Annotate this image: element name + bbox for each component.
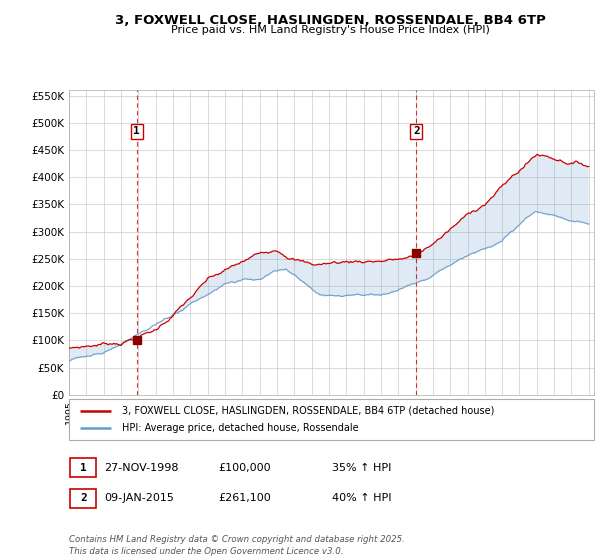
Text: HPI: Average price, detached house, Rossendale: HPI: Average price, detached house, Ross… — [121, 423, 358, 433]
Text: 27-NOV-1998: 27-NOV-1998 — [104, 463, 178, 473]
Text: £261,100: £261,100 — [218, 493, 271, 503]
Text: 1: 1 — [133, 127, 140, 137]
Text: 40% ↑ HPI: 40% ↑ HPI — [332, 493, 391, 503]
Text: 09-JAN-2015: 09-JAN-2015 — [104, 493, 173, 503]
Text: 3, FOXWELL CLOSE, HASLINGDEN, ROSSENDALE, BB4 6TP: 3, FOXWELL CLOSE, HASLINGDEN, ROSSENDALE… — [115, 14, 545, 27]
Text: Price paid vs. HM Land Registry's House Price Index (HPI): Price paid vs. HM Land Registry's House … — [170, 25, 490, 35]
Text: Contains HM Land Registry data © Crown copyright and database right 2025.
This d: Contains HM Land Registry data © Crown c… — [69, 535, 405, 556]
Text: 35% ↑ HPI: 35% ↑ HPI — [332, 463, 391, 473]
Text: 3, FOXWELL CLOSE, HASLINGDEN, ROSSENDALE, BB4 6TP (detached house): 3, FOXWELL CLOSE, HASLINGDEN, ROSSENDALE… — [121, 405, 494, 416]
Text: 2: 2 — [413, 127, 419, 137]
Text: 1: 1 — [80, 463, 87, 473]
Text: 2: 2 — [80, 493, 87, 503]
Text: £100,000: £100,000 — [218, 463, 271, 473]
